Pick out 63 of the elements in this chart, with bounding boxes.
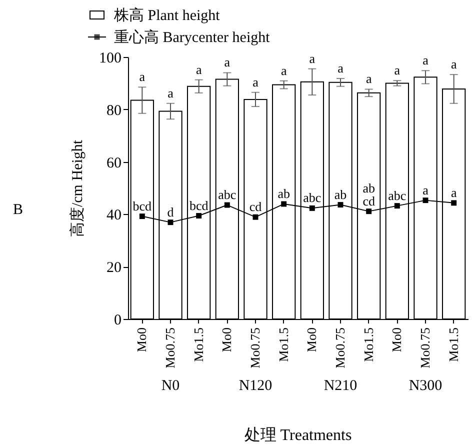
data-label: ab: [334, 186, 347, 202]
y-tick-label: 0: [114, 312, 122, 328]
point: [366, 208, 372, 214]
point: [338, 202, 344, 208]
x-tick-label: Mo0: [304, 328, 320, 352]
data-label: abc: [388, 188, 406, 203]
y-tick-label: 80: [106, 102, 122, 119]
data-label: a: [450, 184, 457, 200]
data-label: a: [280, 62, 287, 78]
data-label: abc: [218, 187, 236, 202]
data-label: abc: [303, 190, 322, 206]
data-label: cd: [249, 199, 262, 214]
y-tick-label: 40: [106, 208, 122, 224]
data-label: a: [338, 60, 344, 76]
x-tick-label: Mo1.5: [446, 328, 461, 362]
point: [224, 202, 230, 208]
point: [281, 201, 287, 207]
data-label: a: [139, 69, 146, 84]
x-axis-title: 处理 Treatments: [244, 426, 352, 444]
data-label: a: [309, 50, 316, 66]
y-tick-label: 20: [106, 260, 122, 276]
x-tick-label: Mo0: [134, 328, 150, 352]
legend-label: 株高 Plant height: [113, 7, 221, 24]
x-tick-label: Mo0: [389, 328, 404, 352]
y-axis-title: 高度/cm Height: [69, 139, 86, 238]
data-label: a: [224, 54, 230, 70]
data-label: a: [168, 85, 174, 100]
data-label: bcd: [189, 198, 209, 213]
y-tick-label: 60: [106, 155, 122, 172]
text: N0: [161, 378, 180, 394]
data-label: a: [252, 74, 259, 90]
point: [451, 200, 457, 206]
data-label: a: [422, 182, 429, 198]
text: B: [12, 202, 24, 218]
y-tick-label: 100: [99, 50, 122, 66]
text: N300: [408, 378, 442, 394]
data-label: d: [167, 204, 174, 220]
x-tick-label: Mo0: [219, 328, 234, 352]
point: [394, 203, 400, 209]
data-label: bcd: [132, 198, 152, 214]
data-label: a: [366, 71, 372, 86]
data-label: ab: [278, 186, 290, 201]
x-tick-label: Mo1.5: [360, 328, 376, 362]
text: ab cd: [362, 180, 375, 208]
point: [168, 220, 174, 226]
x-tick-label: Mo0.75: [248, 328, 262, 368]
data-label: a: [422, 52, 429, 68]
data-label: a: [394, 62, 400, 78]
data-label: a: [450, 56, 457, 72]
legend-label: 重心高 Barycenter height: [114, 29, 271, 46]
x-tick-label: Mo0.75: [418, 328, 432, 368]
point: [252, 214, 258, 220]
data-label: a: [196, 62, 202, 77]
x-tick-label: Mo1.5: [190, 328, 206, 362]
x-tick-label: Mo0.75: [332, 328, 348, 368]
point: [422, 198, 428, 204]
x-tick-label: Mo1.5: [276, 328, 291, 362]
point: [309, 205, 315, 211]
point: [196, 213, 202, 219]
text: N210: [324, 378, 358, 394]
point: [139, 214, 145, 220]
text: N120: [238, 378, 272, 394]
x-tick-label: Mo0.75: [162, 328, 178, 368]
